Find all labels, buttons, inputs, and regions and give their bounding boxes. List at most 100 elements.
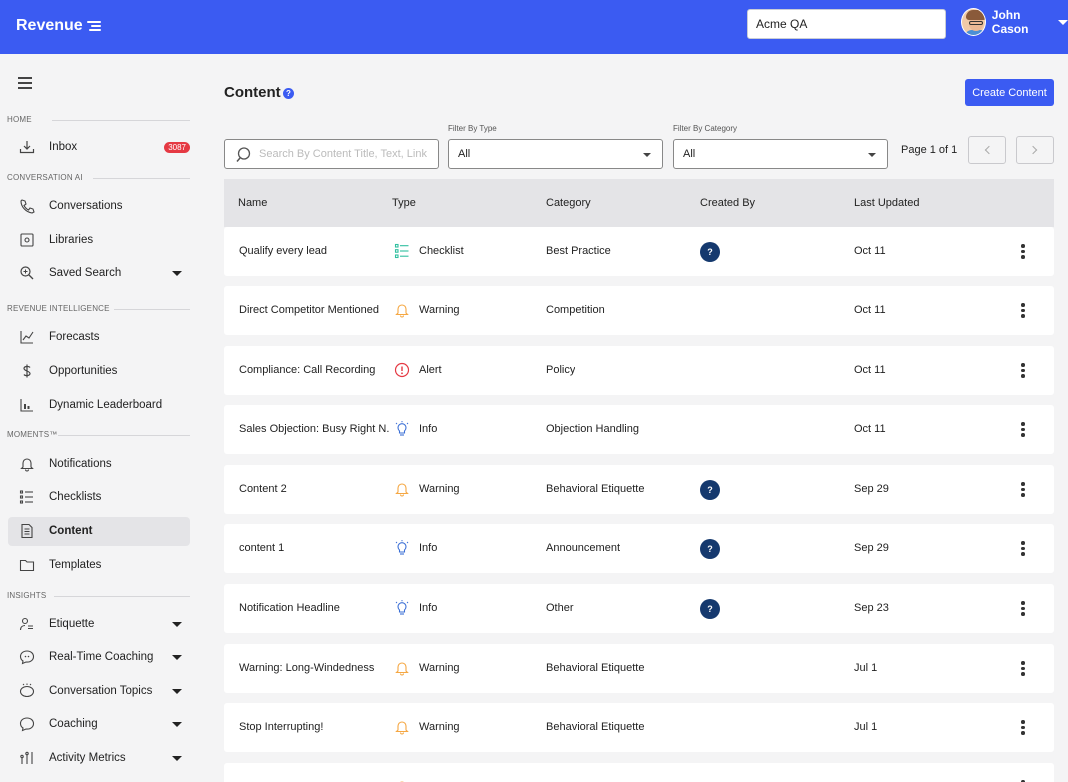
content-name[interactable]: Direct Competitor Mentioned — [239, 304, 380, 316]
sidebar-item-conversations[interactable]: Conversations — [8, 192, 190, 221]
sidebar-item-activity-metrics[interactable]: Activity Metrics — [8, 744, 190, 773]
content-name[interactable]: Compliance: Call Recording — [239, 364, 376, 376]
inbox-count-badge: 3087 — [164, 142, 190, 153]
filter-type-value: All — [458, 148, 471, 160]
column-header-type[interactable]: Type — [392, 197, 416, 209]
sidebar-section-label: REVENUE INTELLIGENCE — [7, 304, 110, 313]
last-updated: Sep 23 — [854, 602, 889, 614]
table-row[interactable]: Direct Competitor Mentioned Warning Compet… — [224, 286, 1054, 335]
chevron-down-icon[interactable] — [172, 689, 182, 694]
column-header-category[interactable]: Category — [546, 197, 591, 209]
last-updated: Oct 11 — [854, 423, 886, 435]
table-row[interactable]: Compliance: Call Recording Alert Policy Oct… — [224, 346, 1054, 395]
content-name[interactable]: Stop Interrupting! — [239, 721, 324, 733]
content-category: Announcement — [546, 542, 620, 554]
sidebar-item-opportunities[interactable]: Opportunities — [8, 357, 190, 386]
next-page-button[interactable] — [1016, 136, 1054, 164]
help-icon[interactable]: ? — [283, 88, 294, 99]
table-row[interactable]: Content 2 Warning Behavioral Etiquette? Sep… — [224, 465, 1054, 514]
more-options-icon[interactable] — [1021, 720, 1025, 735]
chevron-down-icon[interactable] — [172, 622, 182, 627]
filter-type-select[interactable]: All — [448, 139, 663, 169]
sidebar-item-dynamic-leaderboard[interactable]: Dynamic Leaderboard — [8, 391, 190, 420]
chevron-down-icon[interactable] — [172, 271, 182, 276]
sidebar-section-label: MOMENTS™ — [7, 430, 58, 439]
search-icon — [19, 265, 35, 281]
more-options-icon[interactable] — [1021, 244, 1025, 259]
sidebar-item-checklists[interactable]: Checklists — [8, 483, 190, 512]
sidebar-item-content[interactable]: Content — [8, 517, 190, 546]
content-name[interactable]: Content 2 — [239, 483, 287, 495]
table-row[interactable]: Notification Headline Info Other? Sep 23 — [224, 584, 1054, 633]
user-menu[interactable]: John Cason — [961, 8, 1068, 36]
chevron-down-icon[interactable] — [172, 722, 182, 727]
content-name[interactable]: Warning: Long-Windedness — [239, 662, 375, 674]
table-row[interactable]: content 1 Info Announcement? Sep 29 — [224, 524, 1054, 573]
menu-icon[interactable] — [18, 77, 32, 89]
more-options-icon[interactable] — [1021, 541, 1025, 556]
content-name[interactable]: content 1 — [239, 542, 285, 554]
chevron-left-icon — [984, 145, 994, 155]
sidebar-item-real-time-coaching[interactable]: Real-Time Coaching — [8, 643, 190, 672]
table-row[interactable]: Qualify every lead Checklist Best Practice… — [224, 227, 1054, 276]
metrics-icon — [19, 750, 35, 766]
sidebar-item-etiquette[interactable]: Etiquette — [8, 610, 190, 639]
last-updated: Oct 11 — [854, 304, 886, 316]
sidebar-section-label: INSIGHTS — [7, 591, 47, 600]
table-header: Name Type Category Created By Last Updat… — [224, 179, 1054, 227]
sidebar-item-label: Opportunities — [49, 365, 118, 377]
more-options-icon[interactable] — [1021, 780, 1025, 782]
sidebar-item-notifications[interactable]: Notifications — [8, 450, 190, 479]
column-header-created-by[interactable]: Created By — [700, 197, 756, 209]
content-name[interactable]: Qualify every lead — [239, 245, 328, 257]
table-row[interactable]: Stop Interrupting! Warning Behavioral Etiq… — [224, 703, 1054, 752]
inbox-icon — [19, 139, 35, 155]
library-icon — [19, 232, 35, 248]
more-options-icon[interactable] — [1021, 422, 1025, 437]
sidebar-item-coaching[interactable]: Coaching — [8, 710, 190, 739]
table-row[interactable]: Warning: Long-Windedness Warning Behaviora… — [224, 644, 1054, 693]
chevron-down-icon[interactable] — [172, 756, 182, 761]
bell-icon — [19, 456, 35, 472]
sidebar-item-libraries[interactable]: Libraries — [8, 226, 190, 255]
created-by-unknown-icon: ? — [700, 599, 720, 619]
lightbulb-icon — [394, 421, 410, 437]
column-header-name[interactable]: Name — [238, 197, 268, 209]
content-category: Behavioral Etiquette — [546, 483, 645, 495]
column-header-last-updated[interactable]: Last Updated — [854, 197, 920, 209]
more-options-icon[interactable] — [1021, 363, 1025, 378]
create-content-button[interactable]: Create Content — [965, 79, 1054, 106]
line-chart-icon — [19, 329, 35, 345]
search-input[interactable] — [259, 146, 429, 162]
logo[interactable]: Revenue — [16, 17, 101, 35]
table-row[interactable] — [224, 763, 1054, 782]
chat-icon — [19, 649, 35, 665]
content-name[interactable]: Notification Headline — [239, 602, 340, 614]
page-title: Content — [224, 84, 281, 101]
sidebar-item-inbox[interactable]: Inbox 3087 — [8, 133, 190, 162]
organization-input[interactable] — [747, 9, 946, 39]
prev-page-button[interactable] — [968, 136, 1006, 164]
sidebar-item-label: Coaching — [49, 718, 98, 730]
page-info: Page 1 of 1 — [901, 144, 958, 156]
content-name[interactable]: Sales Objection: Busy Right N... — [239, 423, 389, 435]
chevron-down-icon[interactable] — [172, 655, 182, 660]
divider — [58, 435, 190, 436]
more-options-icon[interactable] — [1021, 661, 1025, 676]
sidebar-item-templates[interactable]: Templates — [8, 551, 190, 580]
more-options-icon[interactable] — [1021, 303, 1025, 318]
sidebar-item-conversation-topics[interactable]: Conversation Topics — [8, 677, 190, 706]
content-type: Info — [419, 542, 438, 554]
sidebar-section-label: HOME — [7, 115, 32, 124]
table-row[interactable]: Sales Objection: Busy Right N... Info Obje… — [224, 405, 1054, 454]
chevron-down-icon — [868, 153, 876, 157]
sidebar-item-forecasts[interactable]: Forecasts — [8, 323, 190, 352]
sidebar-item-saved-search[interactable]: Saved Search — [8, 259, 190, 288]
user-name: John Cason — [991, 8, 1029, 36]
filter-category-select[interactable]: All — [673, 139, 888, 169]
more-options-icon[interactable] — [1021, 601, 1025, 616]
search-box[interactable] — [224, 139, 439, 169]
warning-bell-icon — [394, 719, 410, 735]
phone-icon — [19, 198, 35, 214]
more-options-icon[interactable] — [1021, 482, 1025, 497]
